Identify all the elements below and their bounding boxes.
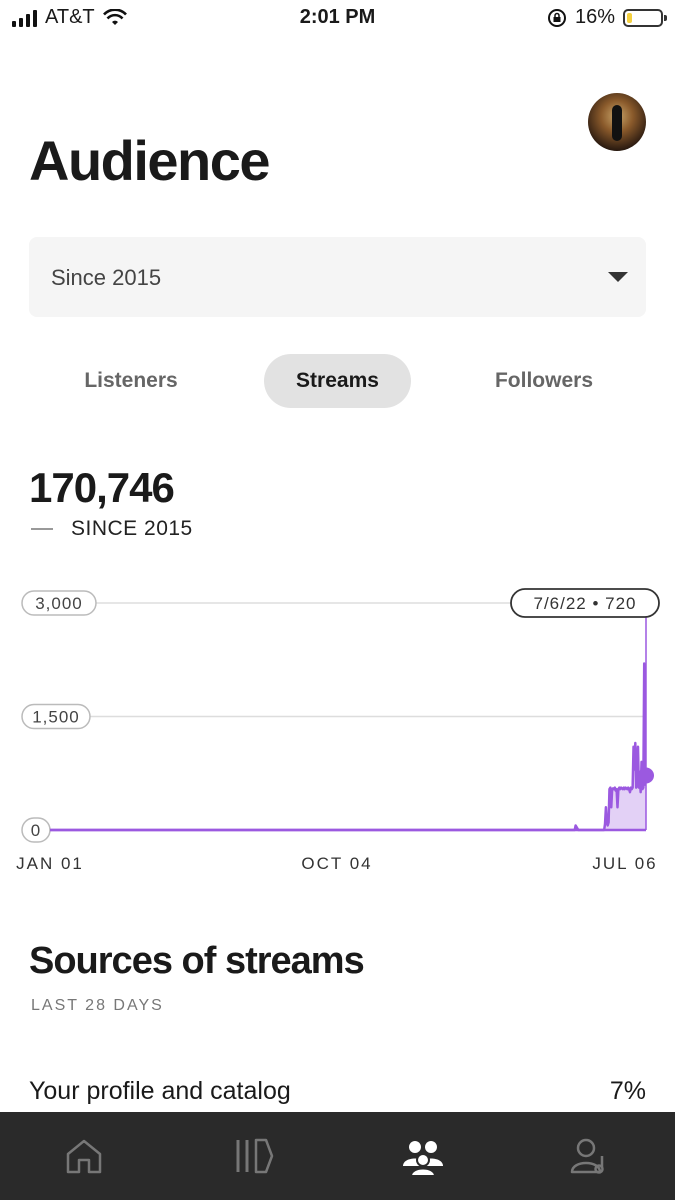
- battery-percent: 16%: [574, 6, 615, 28]
- y-tick-label: 0: [21, 817, 51, 843]
- status-right: 16%: [547, 6, 667, 29]
- battery-icon: [623, 8, 667, 27]
- x-tick-label: JUL 06: [592, 854, 657, 873]
- section-subtitle: LAST 28 DAYS: [31, 997, 164, 1014]
- dropdown-value: Since 2015: [51, 265, 162, 290]
- svg-text:1,500: 1,500: [32, 708, 80, 727]
- section-title: Sources of streams: [29, 940, 365, 982]
- carrier-label: AT&T: [45, 6, 95, 28]
- x-tick-label: OCT 04: [301, 854, 372, 873]
- streams-line: [49, 662, 648, 832]
- signal-icon: [12, 9, 37, 27]
- profile-icon[interactable]: [570, 1136, 610, 1176]
- metric-tabs: Listeners Streams Followers: [29, 354, 646, 408]
- legend-dash: [31, 528, 53, 530]
- home-icon[interactable]: [64, 1136, 104, 1176]
- library-icon[interactable]: [234, 1136, 274, 1176]
- y-tick-label: 3,000: [21, 590, 97, 616]
- x-tick-label: JAN 01: [16, 854, 84, 873]
- y-tick-label: 1,500: [21, 703, 91, 730]
- status-bar: AT&T 2:01 PM 16%: [0, 0, 675, 40]
- stat-caption-row: SINCE 2015: [31, 517, 193, 541]
- tab-followers[interactable]: Followers: [494, 369, 594, 392]
- rotation-lock-icon: [547, 8, 566, 27]
- bottom-nav: [0, 1112, 675, 1200]
- battery-fill: [627, 12, 633, 23]
- streams-chart[interactable]: 3,000 1,500 0 7/6/22 • 720 JAN 01 OCT 04 JUL 0…: [0, 580, 675, 890]
- caret-down-icon: [608, 272, 628, 282]
- avatar[interactable]: [588, 93, 646, 151]
- period-dropdown[interactable]: Since 2015: [29, 237, 646, 317]
- wifi-icon: [102, 8, 127, 25]
- tab-streams[interactable]: Streams: [264, 354, 411, 408]
- tab-listeners[interactable]: Listeners: [84, 369, 178, 392]
- chart-tooltip: 7/6/22 • 720: [510, 588, 660, 618]
- selected-point[interactable]: [638, 767, 654, 784]
- svg-text:7/6/22 • 720: 7/6/22 • 720: [533, 594, 636, 613]
- status-time: 2:01 PM: [299, 6, 376, 28]
- svg-text:0: 0: [31, 821, 41, 840]
- audience-icon[interactable]: [401, 1136, 445, 1176]
- stat-value: 170,746: [29, 464, 175, 511]
- streams-area: [50, 663, 646, 830]
- source-row[interactable]: Your profile and catalog 7%: [29, 1075, 646, 1111]
- svg-text:3,000: 3,000: [35, 594, 83, 613]
- source-label: Your profile and catalog: [29, 1077, 291, 1105]
- source-percent: 7%: [609, 1077, 646, 1105]
- page-title: Audience: [29, 129, 271, 192]
- status-left: AT&T: [12, 6, 127, 29]
- stat-caption: SINCE 2015: [71, 517, 193, 540]
